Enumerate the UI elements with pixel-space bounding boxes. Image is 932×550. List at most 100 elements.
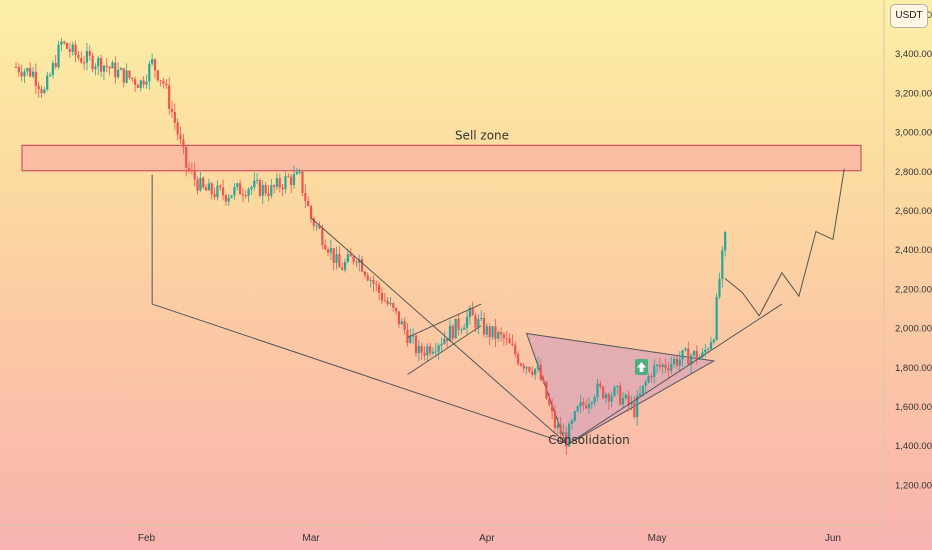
candle-body — [627, 394, 630, 405]
candle-body — [91, 55, 94, 70]
candle-body — [602, 386, 605, 399]
candle-body — [477, 319, 480, 328]
candle-body — [508, 338, 511, 344]
candle-body — [667, 368, 670, 371]
candle-body — [397, 311, 401, 325]
candle-body — [499, 332, 503, 335]
candle-body — [221, 187, 225, 196]
candle-body — [131, 77, 134, 80]
candle-body — [213, 193, 216, 198]
candle-body — [165, 83, 168, 86]
candle-body — [675, 358, 679, 366]
candle-body — [122, 68, 125, 83]
candle-body — [377, 284, 381, 293]
candle-body — [482, 318, 486, 335]
candle-body — [190, 169, 193, 171]
candle-body — [136, 84, 140, 88]
candle-body — [661, 364, 664, 367]
candle-body — [156, 70, 159, 81]
candle-body — [142, 80, 145, 85]
candle-body — [610, 395, 613, 402]
candle-body — [414, 335, 418, 354]
candle-body — [525, 367, 528, 369]
y-tick-label: 1,800.00 — [895, 363, 932, 374]
candle-body — [497, 332, 500, 339]
candle-body — [114, 62, 117, 78]
sell-zone-box — [21, 144, 862, 172]
candle-body — [341, 267, 344, 270]
candle-body — [153, 59, 157, 71]
candle-body — [363, 271, 367, 276]
candle-body — [256, 180, 259, 182]
candle-body — [539, 364, 542, 380]
candle-body — [134, 79, 137, 85]
candle-body — [301, 171, 304, 193]
candle-body — [216, 185, 219, 198]
candle-body — [51, 63, 54, 76]
candle-body — [326, 249, 330, 253]
candle-body — [128, 70, 131, 78]
candle-body — [454, 318, 457, 339]
candle-body — [670, 363, 673, 371]
candle-body — [151, 59, 154, 64]
candle-body — [712, 339, 715, 343]
candle-body — [519, 363, 523, 366]
y-tick-label: 3,200.00 — [895, 88, 932, 99]
candle-body — [545, 381, 548, 399]
candle-body — [185, 146, 188, 168]
candle-body — [298, 171, 301, 173]
candle-body — [318, 225, 321, 229]
candle-body — [29, 68, 32, 77]
candle-body — [241, 194, 245, 196]
channel-upper-line — [407, 303, 482, 338]
candle-body — [85, 51, 89, 63]
candle-body — [551, 404, 554, 412]
candle-body — [644, 382, 647, 386]
candle-body — [360, 259, 364, 272]
candle-body — [74, 44, 77, 55]
candle-body — [380, 292, 384, 301]
candle-body — [559, 424, 562, 435]
candle-body — [599, 383, 602, 387]
currency-badge[interactable]: USDT — [890, 4, 928, 28]
candle-body — [516, 354, 520, 364]
candle-body — [196, 179, 199, 191]
candle-body — [375, 283, 378, 285]
candle-body — [505, 338, 508, 340]
candle-body — [587, 403, 591, 409]
candle-body — [63, 41, 66, 43]
candle-body — [403, 321, 406, 330]
candle-body — [207, 183, 210, 191]
candle-body — [437, 345, 440, 352]
wedge-lower-line — [151, 303, 567, 444]
candle-body — [48, 75, 52, 77]
candle-body — [715, 296, 718, 340]
candle-body — [423, 352, 426, 356]
candle-body — [88, 51, 91, 56]
candle-body — [474, 315, 477, 328]
candle-body — [238, 183, 242, 195]
candle-body — [250, 187, 253, 190]
candle-body — [701, 352, 704, 357]
candle-body — [704, 349, 707, 353]
candle-body — [395, 307, 398, 312]
candle-body — [636, 395, 639, 418]
candle-body — [57, 44, 60, 68]
candle-body — [707, 348, 710, 350]
y-tick-label: 2,400.00 — [895, 245, 932, 256]
candle-body — [105, 65, 108, 68]
candle-body — [372, 279, 375, 284]
projection-path — [724, 168, 845, 317]
candle-body — [548, 398, 551, 405]
candles — [14, 38, 727, 456]
candle-body — [638, 393, 642, 396]
candle-body — [468, 307, 471, 318]
x-tick-label: Jun — [825, 533, 841, 544]
candle-body — [304, 192, 307, 201]
candle-body — [440, 343, 443, 346]
candle-body — [392, 303, 395, 308]
candle-body — [596, 383, 599, 398]
y-tick-label: 3,400.00 — [895, 49, 932, 60]
candle-body — [542, 379, 545, 382]
